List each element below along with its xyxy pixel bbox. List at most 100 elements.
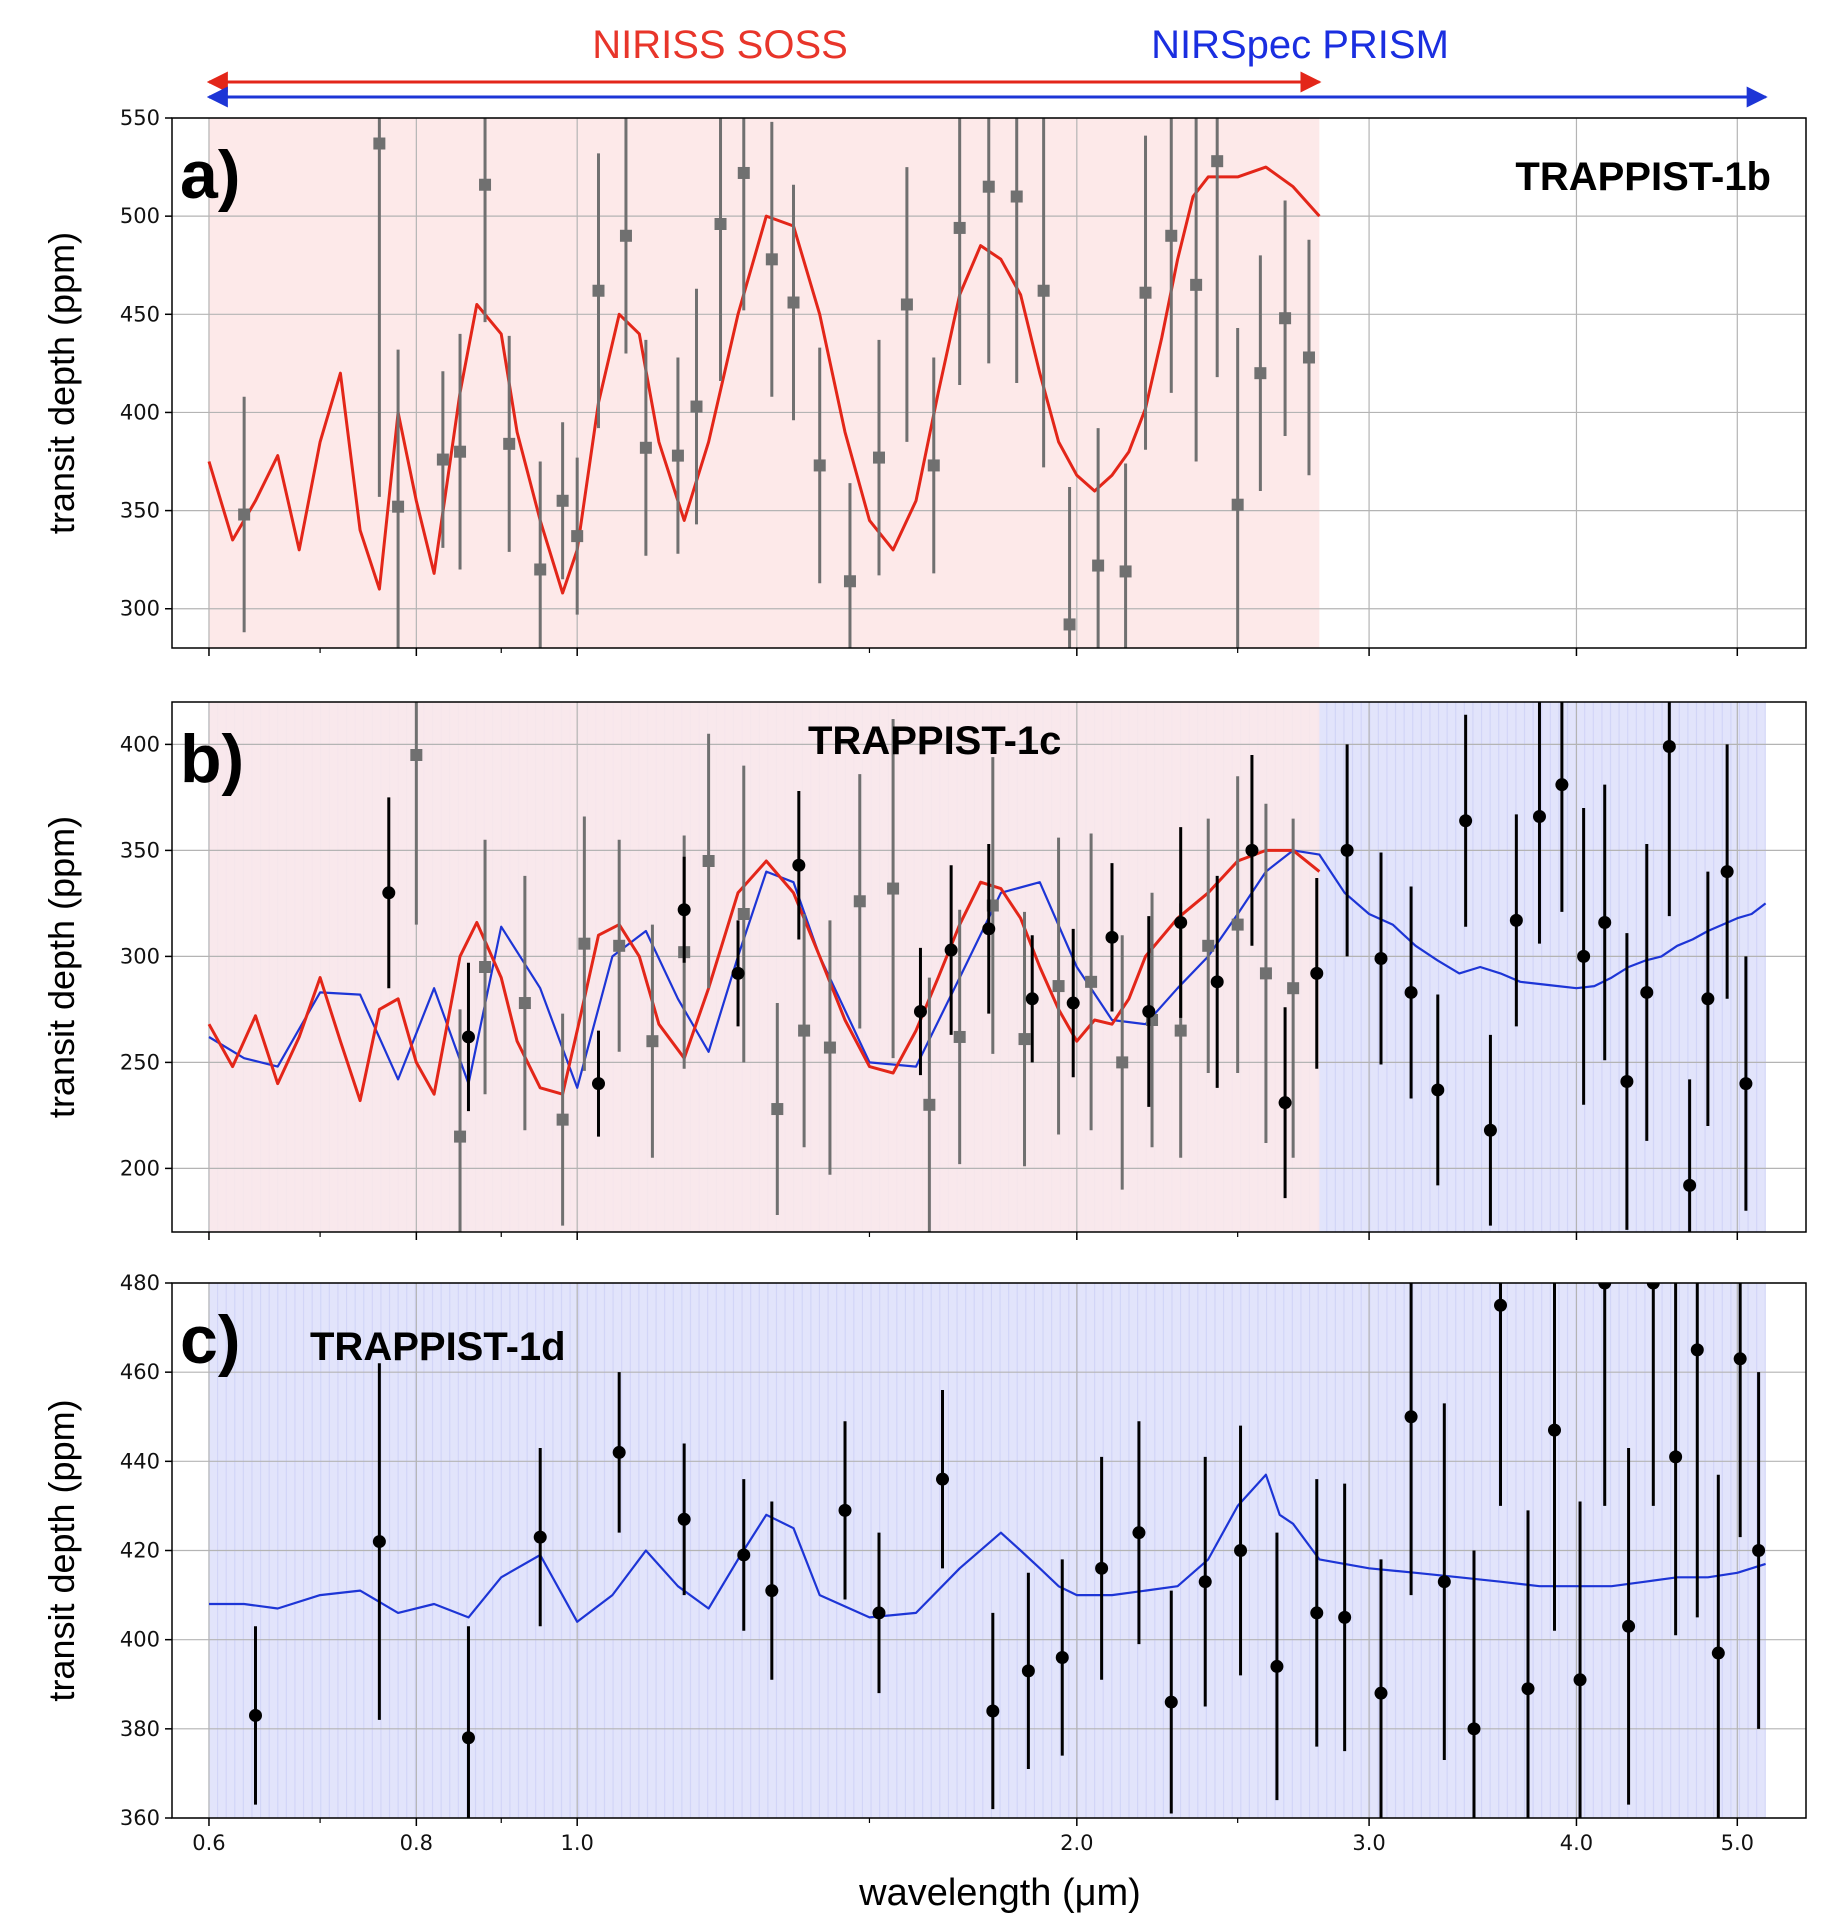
soss-data-point	[534, 563, 547, 576]
prism-data-point	[1374, 952, 1388, 966]
prism-data-point	[1573, 1673, 1587, 1687]
soss-data-point	[1211, 155, 1224, 168]
soss-data-point	[737, 166, 750, 179]
prism-data-point	[1646, 1283, 1660, 1290]
soss-model-line	[207, 848, 1321, 1103]
x-tick-label: 5.0	[1721, 1831, 1754, 1855]
prism-data-point	[1467, 1722, 1481, 1736]
soss-data-point	[853, 895, 866, 908]
prism-data-point	[1598, 915, 1612, 929]
x-tick-label: 1.0	[560, 1831, 593, 1855]
soss-data-point	[556, 1113, 569, 1126]
soss-data-point	[771, 1103, 784, 1116]
prism-data-point	[1620, 1074, 1634, 1088]
y-tick-label: 500	[120, 204, 160, 228]
y-axis-label: transit depth (ppm)	[41, 816, 82, 1118]
soss-data-point	[982, 180, 995, 193]
prism-data-point	[1622, 1619, 1636, 1633]
soss-uncertainty-band	[208, 702, 1320, 1232]
y-tick-label: 400	[120, 1628, 160, 1652]
x-tick-label: 2.0	[1060, 1831, 1093, 1855]
y-tick-label: 450	[120, 302, 160, 326]
soss-data-point	[1085, 975, 1098, 988]
prism-data-point	[1483, 1123, 1497, 1137]
prism-data-point	[1198, 1575, 1212, 1589]
y-tick-label: 460	[120, 1360, 160, 1384]
soss-data-point	[619, 229, 632, 242]
prism-data-point	[986, 1704, 1000, 1718]
panel-label-b: b)	[180, 721, 244, 797]
soss-data-point	[690, 400, 703, 413]
soss-data-point	[1116, 1056, 1129, 1069]
prism-data-point	[872, 1606, 886, 1620]
soss-data-point	[1302, 351, 1315, 364]
soss-data-point	[1279, 312, 1292, 325]
prism-data-point	[838, 1503, 852, 1517]
soss-data-point	[1063, 618, 1076, 631]
soss-data-point	[454, 445, 467, 458]
soss-data-point	[556, 494, 569, 507]
prism-data-point	[1066, 996, 1080, 1010]
soss-data-point	[646, 1035, 659, 1048]
soss-data-point	[1287, 982, 1300, 995]
prism-data-point	[1555, 778, 1569, 792]
soss-data-point	[923, 1098, 936, 1111]
prism-data-point	[1105, 930, 1119, 944]
y-tick-label: 350	[120, 499, 160, 523]
y-tick-label: 480	[120, 1271, 160, 1295]
soss-data-point	[1254, 367, 1267, 380]
prism-data-point	[944, 943, 958, 957]
prism-data-point	[1234, 1544, 1248, 1557]
prism-data-point	[1509, 913, 1523, 927]
y-tick-label: 360	[120, 1806, 160, 1830]
prism-data-point	[982, 922, 996, 936]
soss-data-point	[479, 961, 492, 973]
soss-data-point	[787, 296, 800, 309]
plot-frame	[171, 117, 1807, 649]
prism-data-point	[382, 886, 396, 900]
x-axis-label: wavelength (μm)	[858, 1872, 1141, 1914]
soss-data-point	[900, 298, 913, 311]
prism-data-point	[913, 1005, 927, 1019]
prism-data-point	[1164, 1695, 1178, 1709]
soss-data-point	[798, 1024, 811, 1037]
soss-data-point	[887, 882, 900, 895]
planet-name-trappist-1d: TRAPPIST-1d	[310, 1325, 566, 1369]
prism-data-point	[731, 966, 745, 980]
y-tick-label: 300	[120, 597, 160, 621]
prism-data-point	[1690, 1343, 1704, 1357]
prism-data-point	[248, 1708, 262, 1722]
soss-data-point	[479, 178, 492, 191]
prism-data-point	[372, 1535, 386, 1549]
prism-data-point	[1711, 1646, 1725, 1660]
prism-data-point	[1340, 843, 1354, 857]
soss-data-point	[613, 939, 626, 952]
prism-data-point	[765, 1584, 779, 1598]
y-tick-label: 350	[120, 838, 160, 862]
planet-name-trappist-1c: TRAPPIST-1c	[808, 719, 1061, 763]
soss-data-point	[823, 1041, 836, 1054]
prism-data-point	[1739, 1077, 1753, 1091]
prism-data-point	[1310, 966, 1324, 980]
soss-data-point	[1259, 967, 1272, 980]
plot-frame	[171, 701, 1807, 1233]
prism-data-point	[1577, 949, 1591, 963]
y-tick-label: 250	[120, 1050, 160, 1074]
prism-data-point	[1733, 1352, 1747, 1366]
x-tick-label: 4.0	[1560, 1831, 1593, 1855]
prism-data-point	[1374, 1686, 1388, 1700]
prism-data-point	[1640, 985, 1654, 999]
planet-name-trappist-1b: TRAPPIST-1b	[1515, 155, 1771, 199]
soss-data-point	[702, 855, 715, 867]
prism-data-point	[1132, 1526, 1146, 1540]
soss-data-point	[843, 575, 856, 588]
prism-data-point	[1142, 1005, 1156, 1019]
x-tick-label: 0.8	[400, 1831, 433, 1855]
soss-data-point	[1018, 1033, 1031, 1046]
soss-data-point	[1139, 286, 1152, 299]
soss-data-point	[953, 221, 966, 234]
prism-model-line	[209, 1473, 1766, 1623]
soss-data-point	[1174, 1024, 1187, 1037]
y-tick-label: 400	[120, 400, 160, 424]
soss-data-point	[1165, 229, 1178, 242]
